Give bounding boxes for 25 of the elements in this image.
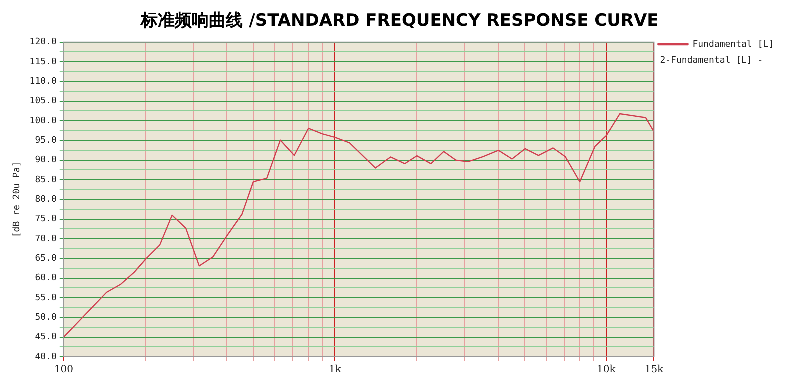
text: 2-Fundamental [L] - xyxy=(660,56,764,66)
y-tick-label: 70.0 xyxy=(35,234,57,244)
y-tick-label: 105.0 xyxy=(30,96,57,107)
x-tick-label: 15k xyxy=(644,364,665,376)
x-tick-label: 1k xyxy=(328,364,342,376)
y-tick-label: 40.0 xyxy=(35,352,57,362)
y-tick-label: 45.0 xyxy=(35,332,57,343)
y-tick-label: 85.0 xyxy=(35,175,57,186)
x-tick-label: 10k xyxy=(597,364,617,376)
y-tick-label: 95.0 xyxy=(35,136,57,146)
y-tick-label: 50.0 xyxy=(35,313,57,324)
y-tick-label: 115.0 xyxy=(30,57,57,68)
y-axis-title: [dB re 20u Pa] xyxy=(12,162,23,238)
x-tick-label: 100 xyxy=(54,364,74,376)
y-tick-label: 65.0 xyxy=(35,254,57,264)
legend-label: Fundamental [L] xyxy=(692,40,774,50)
y-tick-label: 90.0 xyxy=(35,156,57,166)
y-tick-label: 75.0 xyxy=(35,214,57,225)
y-tick-label: 120.0 xyxy=(30,38,57,48)
y-tick-label: 80.0 xyxy=(35,195,57,206)
y-tick-label: 55.0 xyxy=(35,293,57,304)
chart-title: 标准频响曲线 /STANDARD FREQUENCY RESPONSE CURVE xyxy=(140,10,660,33)
y-tick-label: 60.0 xyxy=(35,274,57,284)
y-tick-label: 100.0 xyxy=(30,116,57,126)
y-tick-label: 110.0 xyxy=(30,77,57,88)
